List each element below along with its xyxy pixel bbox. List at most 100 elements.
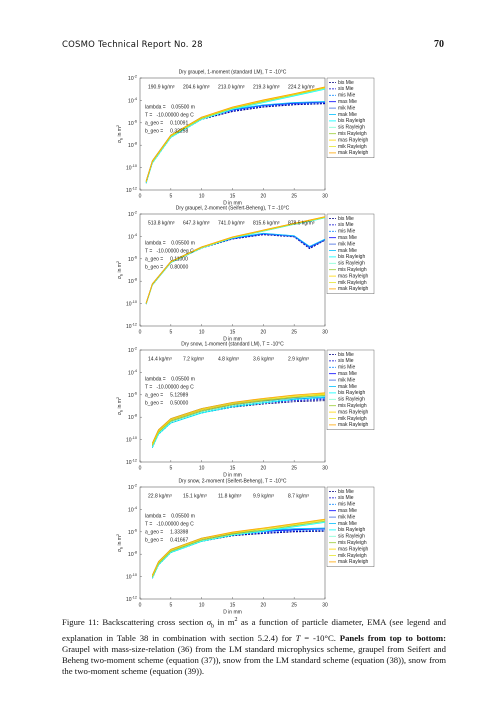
y-tick-label: 10-8 bbox=[128, 142, 137, 150]
legend-label: mik Mie bbox=[338, 514, 355, 520]
x-axis-label: D in mm bbox=[223, 336, 242, 342]
caption-symbol: σ bbox=[206, 616, 212, 627]
legend-label: sis Mie bbox=[338, 358, 354, 364]
legend-label: mik Mie bbox=[338, 377, 355, 383]
x-tick-label: 30 bbox=[322, 465, 328, 471]
legend-label: bis Mie bbox=[338, 216, 354, 222]
parameter-line: b_geo = 0.80000 bbox=[145, 264, 188, 270]
chart-title: Dry graupel, 1-moment (standard LM), T =… bbox=[179, 69, 287, 75]
y-tick-exponent: -6 bbox=[134, 119, 137, 123]
legend-label: mas Mie bbox=[338, 371, 357, 377]
y-tick-exponent: -12 bbox=[132, 459, 138, 463]
x-tick-label: 10 bbox=[199, 329, 205, 335]
y-label-sub: b bbox=[120, 547, 124, 549]
y-tick-exponent: -4 bbox=[134, 506, 137, 510]
y-label-sub: b bbox=[120, 274, 124, 276]
caption-text: as a function of particle diameter, EMA … bbox=[62, 616, 446, 643]
y-tick-label: 10-12 bbox=[126, 459, 137, 467]
legend-label: mis Rayleigh bbox=[338, 540, 367, 546]
parameter-line: T = -10.00000 deg C bbox=[145, 248, 194, 254]
x-tick-label: 15 bbox=[230, 193, 236, 199]
y-tick-exponent: -6 bbox=[134, 528, 137, 532]
y-tick-base: 10 bbox=[128, 257, 134, 263]
parameter-line: lambda = 0.05500 m bbox=[145, 376, 195, 382]
y-tick-base: 10 bbox=[128, 485, 134, 491]
legend-label: sis Rayleigh bbox=[338, 261, 365, 267]
y-tick-base: 10 bbox=[128, 76, 134, 82]
legend-label: bis Rayleigh bbox=[338, 118, 365, 124]
y-tick-exponent: -8 bbox=[134, 551, 137, 555]
legend-label: sis Mie bbox=[338, 495, 354, 501]
series-line bbox=[151, 521, 325, 579]
chart: Dry graupel, 1-moment (standard LM), T =… bbox=[116, 69, 375, 206]
plot-area bbox=[139, 486, 326, 600]
y-tick-base: 10 bbox=[126, 597, 132, 603]
parameter-line: T = -10.00000 deg C bbox=[145, 384, 194, 390]
x-tick-label: 10 bbox=[199, 602, 205, 608]
density-label: 14.4 kg/m³ bbox=[148, 356, 172, 362]
legend-label: mak Mie bbox=[338, 384, 357, 390]
x-tick-label: 0 bbox=[139, 329, 142, 335]
legend-label: mis Mie bbox=[338, 229, 355, 235]
y-tick-exponent: -4 bbox=[134, 233, 137, 237]
density-label: 741.0 kg/m³ bbox=[218, 220, 245, 226]
legend-label: mis Rayleigh bbox=[338, 131, 367, 137]
legend-label: mak Mie bbox=[338, 521, 357, 527]
y-tick-base: 10 bbox=[126, 575, 132, 581]
y-axis-label: σb in m2 bbox=[116, 397, 124, 415]
series-line bbox=[145, 102, 325, 183]
y-tick-label: 10-2 bbox=[128, 347, 137, 355]
caption-superscript: 2 bbox=[234, 617, 238, 623]
y-tick-label: 10-8 bbox=[128, 414, 137, 422]
x-tick-label: 25 bbox=[291, 602, 297, 608]
legend-label: mak Mie bbox=[338, 112, 357, 118]
page-number: 70 bbox=[434, 39, 444, 50]
x-tick-label: 5 bbox=[169, 329, 172, 335]
y-label-symbol: σ bbox=[117, 275, 123, 279]
legend-label: sis Rayleigh bbox=[338, 125, 365, 131]
y-label-symbol: σ bbox=[117, 139, 123, 143]
legend-label: mis Mie bbox=[338, 93, 355, 99]
series-line bbox=[151, 518, 325, 576]
legend-label: mik Mie bbox=[338, 241, 355, 247]
legend-label: mis Mie bbox=[338, 365, 355, 371]
legend-label: mak Rayleigh bbox=[338, 150, 369, 156]
y-label-text: in m bbox=[117, 536, 123, 547]
legend-label: bis Mie bbox=[338, 352, 354, 358]
density-label: 8.7 kg/m³ bbox=[288, 493, 309, 499]
x-tick-label: 0 bbox=[139, 602, 142, 608]
x-tick-label: 10 bbox=[199, 193, 205, 199]
x-tick-label: 20 bbox=[261, 602, 267, 608]
series-line bbox=[151, 394, 325, 446]
y-axis-label: σb in m2 bbox=[116, 534, 124, 552]
series-line bbox=[151, 395, 325, 447]
chart-title: Dry snow, 2-moment (Seifert-Beheng), T =… bbox=[178, 478, 286, 484]
parameter-line: lambda = 0.05500 m bbox=[145, 104, 195, 110]
series-line bbox=[151, 393, 325, 444]
caption-symbol: T bbox=[295, 632, 301, 643]
parameter-line: b_geo = 0.32258 bbox=[145, 128, 188, 134]
density-label: 15.1 kg/m³ bbox=[183, 493, 207, 499]
y-tick-base: 10 bbox=[126, 324, 132, 330]
y-tick-label: 10-6 bbox=[128, 528, 137, 536]
series-line bbox=[145, 216, 325, 304]
y-tick-label: 10-12 bbox=[126, 596, 137, 604]
x-axis-label: D in mm bbox=[223, 472, 242, 478]
density-label: 647.3 kg/m³ bbox=[183, 220, 210, 226]
legend-label: mis Mie bbox=[338, 502, 355, 508]
chart-title: Dry snow, 1-moment (standard LM), T = -1… bbox=[181, 341, 284, 347]
y-tick-exponent: -10 bbox=[132, 573, 138, 577]
y-axis-label: σb in m2 bbox=[116, 261, 124, 279]
x-tick-label: 30 bbox=[322, 602, 328, 608]
legend-box bbox=[326, 77, 375, 159]
y-tick-label: 10-2 bbox=[128, 75, 137, 83]
y-tick-base: 10 bbox=[128, 530, 134, 536]
series-line bbox=[151, 519, 325, 576]
legend-label: mas Rayleigh bbox=[338, 137, 369, 143]
y-tick-exponent: -2 bbox=[134, 347, 137, 351]
density-label: 3.6 kg/m³ bbox=[253, 356, 274, 362]
y-tick-label: 10-10 bbox=[126, 436, 137, 444]
y-tick-base: 10 bbox=[126, 460, 132, 466]
density-label: 213.0 kg/m³ bbox=[218, 84, 245, 90]
